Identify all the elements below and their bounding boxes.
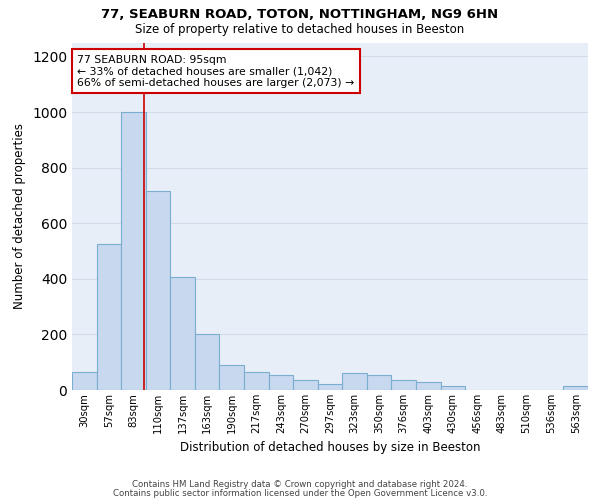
Bar (293, 380, 318, 390)
Bar (170, 278, 195, 390)
Bar (121, 112, 146, 390)
Text: Size of property relative to detached houses in Beeston: Size of property relative to detached ho… (136, 24, 464, 36)
Bar (318, 384, 342, 390)
Y-axis label: Number of detached properties: Number of detached properties (13, 123, 26, 309)
Bar (269, 374, 293, 390)
Bar (72, 372, 97, 390)
Bar (146, 191, 170, 390)
Bar (563, 386, 588, 390)
Bar (342, 374, 367, 390)
Bar (244, 372, 269, 390)
Text: 77 SEABURN ROAD: 95sqm
← 33% of detached houses are smaller (1,042)
66% of semi-: 77 SEABURN ROAD: 95sqm ← 33% of detached… (77, 54, 355, 88)
Bar (97, 244, 121, 390)
Bar (195, 334, 220, 390)
Bar (391, 380, 416, 390)
Bar (367, 374, 391, 390)
Text: Contains HM Land Registry data © Crown copyright and database right 2024.: Contains HM Land Registry data © Crown c… (132, 480, 468, 489)
X-axis label: Distribution of detached houses by size in Beeston: Distribution of detached houses by size … (180, 442, 480, 454)
Bar (416, 382, 440, 390)
Bar (440, 386, 465, 390)
Text: Contains public sector information licensed under the Open Government Licence v3: Contains public sector information licen… (113, 489, 487, 498)
Bar (220, 365, 244, 390)
Text: 77, SEABURN ROAD, TOTON, NOTTINGHAM, NG9 6HN: 77, SEABURN ROAD, TOTON, NOTTINGHAM, NG9… (101, 8, 499, 20)
